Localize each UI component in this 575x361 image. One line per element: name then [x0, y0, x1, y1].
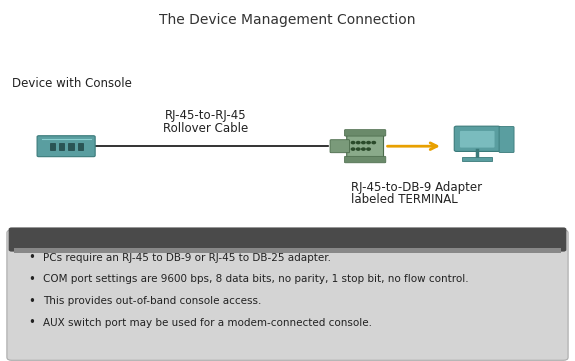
FancyBboxPatch shape: [37, 136, 95, 157]
Bar: [14, 248, 561, 253]
Text: •: •: [28, 295, 35, 308]
Bar: [68, 143, 74, 150]
Circle shape: [367, 148, 370, 150]
Circle shape: [362, 142, 365, 144]
Circle shape: [367, 142, 370, 144]
Circle shape: [372, 142, 375, 144]
Bar: [59, 143, 64, 150]
FancyBboxPatch shape: [330, 140, 350, 153]
Text: •: •: [28, 251, 35, 264]
Text: •: •: [28, 316, 35, 329]
Bar: [50, 143, 55, 150]
FancyBboxPatch shape: [344, 156, 386, 163]
Text: Rollover Cable: Rollover Cable: [163, 122, 248, 135]
FancyBboxPatch shape: [9, 227, 566, 252]
FancyBboxPatch shape: [347, 133, 384, 160]
Bar: [78, 143, 83, 150]
Bar: [462, 157, 492, 161]
FancyBboxPatch shape: [7, 230, 568, 360]
Text: RJ-45-to-DB-9 Adapter: RJ-45-to-DB-9 Adapter: [351, 181, 482, 194]
Text: RJ-45-to-RJ-45: RJ-45-to-RJ-45: [165, 109, 246, 122]
Text: PCs require an RJ-45 to DB-9 or RJ-45 to DB-25 adapter.: PCs require an RJ-45 to DB-9 or RJ-45 to…: [43, 253, 331, 263]
Text: COM port settings are 9600 bps, 8 data bits, no parity, 1 stop bit, no flow cont: COM port settings are 9600 bps, 8 data b…: [43, 274, 469, 284]
FancyBboxPatch shape: [499, 127, 514, 152]
Text: The Device Management Connection: The Device Management Connection: [159, 13, 416, 27]
Circle shape: [351, 142, 355, 144]
FancyBboxPatch shape: [344, 130, 386, 136]
Circle shape: [356, 142, 360, 144]
FancyBboxPatch shape: [454, 126, 500, 152]
Circle shape: [356, 148, 360, 150]
Text: labeled TERMINAL: labeled TERMINAL: [351, 193, 458, 206]
Text: Device with Console: Device with Console: [12, 77, 131, 90]
FancyBboxPatch shape: [460, 131, 494, 148]
Circle shape: [351, 148, 355, 150]
Text: AUX switch port may be used for a modem-connected console.: AUX switch port may be used for a modem-…: [43, 318, 372, 328]
Text: This provides out-of-band console access.: This provides out-of-band console access…: [43, 296, 262, 306]
Text: •: •: [28, 273, 35, 286]
Circle shape: [362, 148, 365, 150]
